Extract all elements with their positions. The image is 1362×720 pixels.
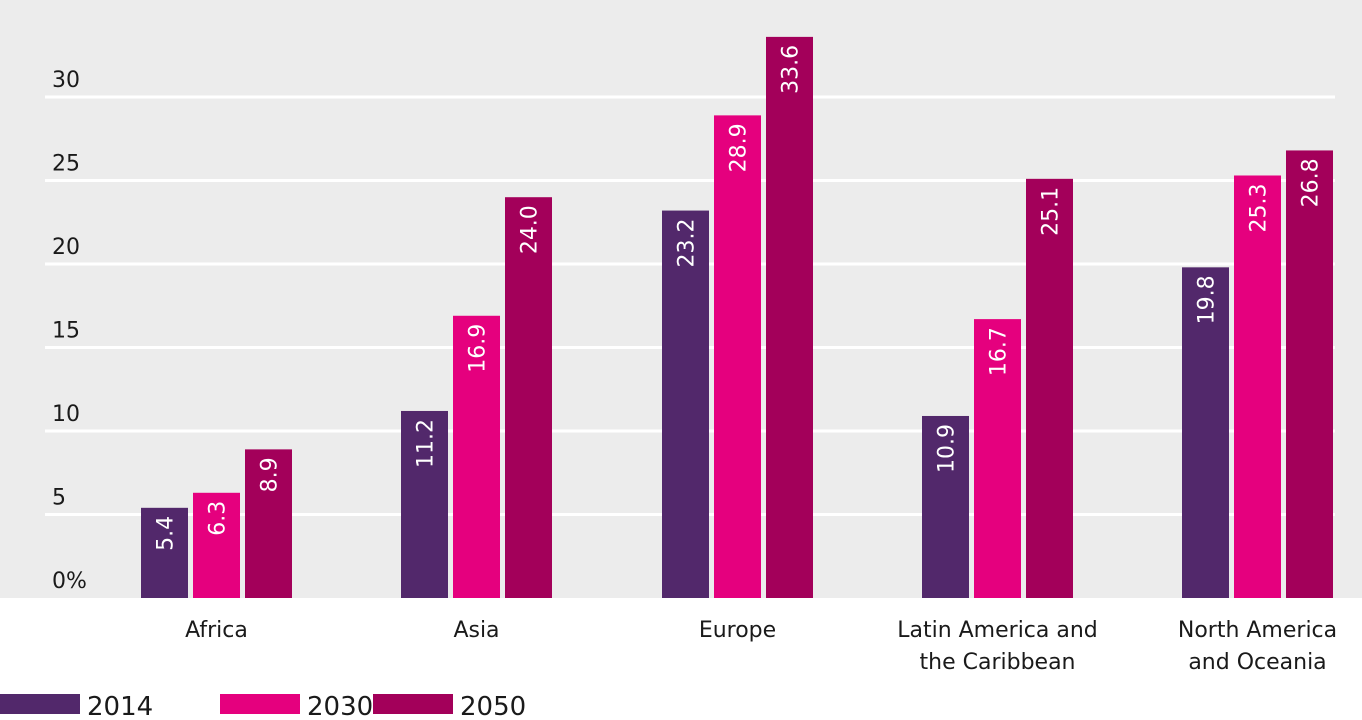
legend-label-2014: 2014 <box>87 692 153 720</box>
bars <box>141 36 1333 599</box>
y-tick-label: 0% <box>52 569 87 594</box>
bar-2030-2 <box>714 115 761 599</box>
data-label: 33.6 <box>779 45 804 94</box>
bar-2014-3 <box>922 415 969 598</box>
legend-swatch-2030 <box>220 694 300 714</box>
data-label: 24.0 <box>518 205 543 254</box>
x-category-label: Europe <box>699 618 776 643</box>
x-category-label: Latin America and the Caribbean <box>897 618 1098 675</box>
legend: 2014 2030 2050 <box>0 692 526 720</box>
data-label: 16.9 <box>466 324 491 373</box>
bar-2030-4 <box>1234 175 1281 599</box>
data-label: 26.8 <box>1299 158 1324 207</box>
y-tick-label: 5 <box>52 486 66 511</box>
data-label: 5.4 <box>154 516 179 551</box>
bar-2030-0 <box>193 492 240 598</box>
data-label: 6.3 <box>206 501 231 536</box>
data-label: 19.8 <box>1195 275 1220 324</box>
data-label: 16.7 <box>987 327 1012 376</box>
data-label: 23.2 <box>675 219 700 268</box>
bar-2014-0 <box>141 507 188 598</box>
y-tick-label: 20 <box>52 235 80 260</box>
data-label: 25.1 <box>1039 187 1064 236</box>
data-label: 25.3 <box>1247 183 1272 232</box>
legend-swatch-2014 <box>0 694 80 714</box>
y-tick-label: 25 <box>52 152 80 177</box>
data-labels: 5.4 11.2 23.2 10.9 19.8 6.3 16.9 28.9 16.7 25.3 8.… <box>154 45 1324 551</box>
y-axis-ticks: 0% 5 10 15 20 25 30 <box>52 68 87 594</box>
data-label: 11.2 <box>414 419 439 468</box>
data-label: 10.9 <box>935 424 960 473</box>
data-label: 28.9 <box>727 123 752 172</box>
x-category-label: Asia <box>453 618 499 643</box>
data-label: 8.9 <box>258 457 283 492</box>
legend-label-2050: 2050 <box>460 692 526 720</box>
x-category-label: Africa <box>185 618 248 643</box>
bar-2050-0 <box>245 449 292 598</box>
bar-2014-1 <box>401 410 448 598</box>
bar-2014-4 <box>1182 267 1229 598</box>
y-tick-label: 30 <box>52 68 80 93</box>
bar-2050-1 <box>505 197 552 598</box>
legend-swatch-2050 <box>373 694 453 714</box>
legend-label-2030: 2030 <box>307 692 373 720</box>
bar-2050-3 <box>1026 178 1073 598</box>
x-category-label: North America and Oceania <box>1178 618 1337 675</box>
y-tick-label: 10 <box>52 402 80 427</box>
bar-2050-4 <box>1286 150 1333 598</box>
bar-2030-3 <box>974 319 1021 598</box>
bar-2014-2 <box>662 210 709 598</box>
bar-2050-2 <box>766 36 813 598</box>
x-axis-categories: Africa Asia Europe Latin America and the Car… <box>185 618 1337 675</box>
y-tick-label: 15 <box>52 319 80 344</box>
bar-2030-1 <box>453 315 500 598</box>
